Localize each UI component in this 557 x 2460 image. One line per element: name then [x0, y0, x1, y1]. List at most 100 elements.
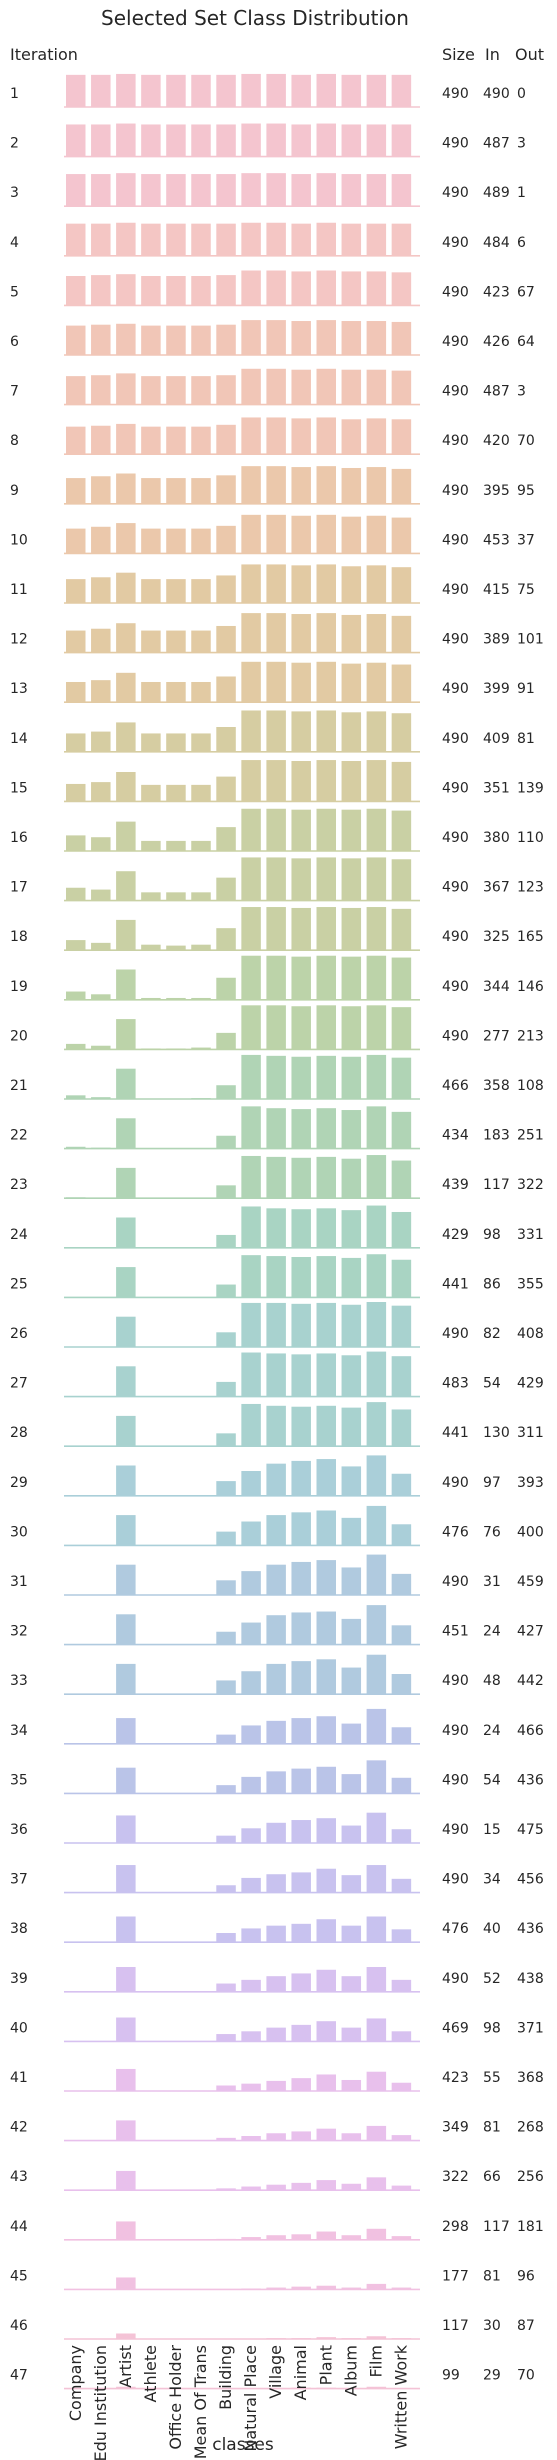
iteration-label: 22: [10, 1128, 28, 1144]
bar: [316, 1766, 336, 1794]
bar: [391, 2236, 412, 2240]
bar: [216, 1734, 236, 1744]
bar: [341, 760, 362, 802]
bar: [391, 957, 412, 1000]
out-value: 0: [517, 86, 526, 102]
bar: [391, 468, 412, 504]
bar: [141, 681, 161, 703]
out-value: 108: [517, 1078, 544, 1094]
out-value: 331: [517, 1227, 544, 1243]
bar: [141, 325, 161, 355]
bar: [66, 1146, 86, 1149]
iteration-label: 15: [10, 780, 28, 796]
size-value: 322: [442, 2169, 469, 2185]
bar: [291, 2234, 311, 2240]
bar: [291, 1006, 311, 1050]
bar: [341, 2079, 362, 2091]
iteration-label: 45: [10, 2268, 28, 2284]
bar: [391, 664, 412, 703]
bar: [116, 523, 136, 554]
size-value: 490: [442, 1574, 469, 1590]
bar: [266, 1615, 286, 1645]
bar: [391, 174, 412, 207]
bar: [316, 1716, 336, 1744]
bar: [166, 840, 186, 851]
iteration-label: 32: [10, 1624, 28, 1640]
iteration-label: 38: [10, 1921, 28, 1937]
iteration-label: 30: [10, 1524, 28, 1540]
in-value: 277: [483, 1028, 510, 1044]
in-value: 24: [483, 1624, 501, 1640]
x-tick-label: Office Holder: [166, 2345, 185, 2450]
bar: [216, 1284, 236, 1298]
bar: [116, 572, 136, 603]
in-value: 389: [483, 632, 510, 648]
iteration-label: 39: [10, 1971, 28, 1987]
bar: [66, 835, 86, 851]
x-tick-label: Written Work: [391, 2344, 410, 2449]
out-value: 368: [517, 2070, 544, 2086]
bar: [191, 426, 211, 455]
bar: [316, 1108, 336, 1149]
iteration-rows: 1 490 490 02 490 487 33 490 489 14 490 484 65 490 423 6…: [10, 73, 544, 2390]
in-value: 55: [483, 2070, 501, 2086]
bar: [191, 630, 211, 653]
bar: [241, 1054, 261, 1099]
bar: [316, 955, 336, 1000]
bar: [291, 858, 311, 901]
bar: [266, 1564, 286, 1595]
bar: [316, 1510, 336, 1546]
bar: [191, 376, 211, 405]
out-value: 213: [517, 1028, 544, 1044]
bar: [341, 174, 362, 207]
in-value: 423: [483, 284, 510, 300]
size-value: 434: [442, 1128, 469, 1144]
bar: [391, 1979, 412, 1992]
bar: [341, 124, 362, 157]
bar: [366, 2018, 387, 2042]
bar: [316, 2021, 336, 2042]
bar: [141, 478, 161, 504]
bar: [366, 1654, 387, 1695]
size-value: 490: [442, 235, 469, 251]
bar: [116, 274, 136, 306]
iteration-label: 40: [10, 2020, 28, 2036]
bar: [241, 1571, 261, 1595]
iteration-label: 10: [10, 532, 28, 548]
bar: [341, 907, 362, 951]
bar: [366, 907, 387, 951]
bar: [216, 1332, 236, 1347]
bar: [391, 223, 412, 256]
iteration-label: 1: [10, 86, 19, 102]
bar: [241, 661, 261, 703]
bar: [166, 426, 186, 455]
bar: [266, 857, 286, 901]
in-value: 325: [483, 929, 510, 945]
bar: [266, 417, 286, 455]
iteration-row: 14 490 409 81: [10, 710, 535, 753]
iteration-row: 25 441 86 355: [10, 1254, 544, 1299]
bar: [366, 1155, 387, 1199]
bar: [191, 892, 211, 901]
bar: [116, 1217, 136, 1248]
bar: [316, 123, 336, 157]
bar: [316, 270, 336, 306]
bar: [66, 325, 86, 355]
bar: [116, 222, 136, 256]
bar: [316, 2337, 336, 2339]
bar: [66, 1095, 86, 1099]
bar: [166, 478, 186, 504]
bar: [116, 1316, 136, 1347]
bar: [366, 1351, 387, 1397]
size-value: 469: [442, 2020, 469, 2036]
bar: [216, 827, 236, 851]
iteration-row: 18 490 325 165: [10, 907, 544, 952]
bar: [191, 74, 211, 107]
bar: [116, 1767, 136, 1794]
bar: [291, 614, 311, 653]
bar: [316, 1560, 336, 1595]
bar: [341, 1618, 362, 1645]
bar: [241, 710, 261, 752]
bar: [341, 1925, 362, 1943]
bar: [141, 892, 161, 901]
